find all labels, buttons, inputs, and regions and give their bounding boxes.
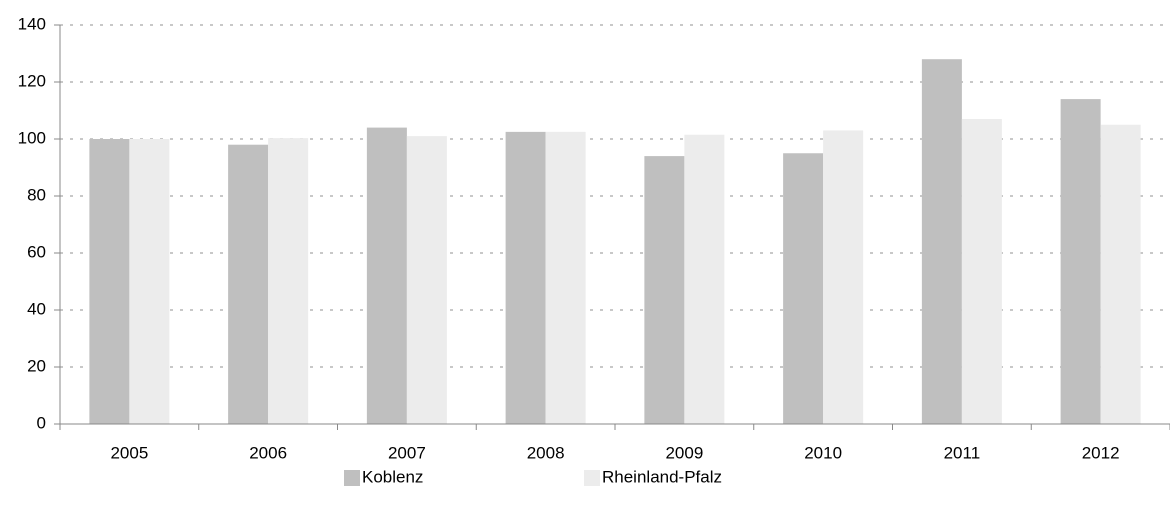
- x-tick-label: 2011: [944, 443, 981, 462]
- bar: [921, 59, 962, 424]
- x-tick-label: 2005: [110, 443, 148, 462]
- bar: [228, 144, 269, 424]
- legend-swatch: [344, 470, 360, 486]
- bar: [783, 153, 824, 424]
- y-tick-label: 40: [27, 299, 46, 318]
- x-tick-label: 2010: [804, 443, 842, 462]
- bar: [406, 136, 447, 424]
- bar: [644, 156, 685, 424]
- y-tick-label: 100: [18, 128, 46, 147]
- bar: [545, 131, 586, 424]
- y-tick-label: 120: [18, 71, 46, 90]
- legend-label: Rheinland-Pfalz: [602, 467, 722, 486]
- bar: [823, 130, 864, 424]
- bar: [961, 119, 1002, 425]
- x-tick-label: 2009: [665, 443, 703, 462]
- x-tick-label: 2008: [527, 443, 565, 462]
- bar: [89, 139, 130, 424]
- y-tick-label: 80: [27, 185, 46, 204]
- legend-label: Koblenz: [362, 467, 423, 486]
- y-tick-label: 20: [27, 356, 46, 375]
- x-tick-label: 2007: [388, 443, 426, 462]
- bar: [684, 134, 725, 424]
- bar: [268, 138, 309, 424]
- bar: [505, 131, 546, 424]
- y-tick-label: 140: [18, 14, 46, 33]
- y-tick-label: 0: [37, 413, 46, 432]
- x-tick-label: 2012: [1082, 443, 1120, 462]
- bar: [129, 139, 170, 424]
- y-tick-label: 60: [27, 242, 46, 261]
- bar: [1060, 99, 1101, 424]
- legend-swatch: [584, 470, 600, 486]
- bar: [366, 127, 407, 424]
- x-tick-label: 2006: [249, 443, 287, 462]
- bar: [1100, 124, 1141, 424]
